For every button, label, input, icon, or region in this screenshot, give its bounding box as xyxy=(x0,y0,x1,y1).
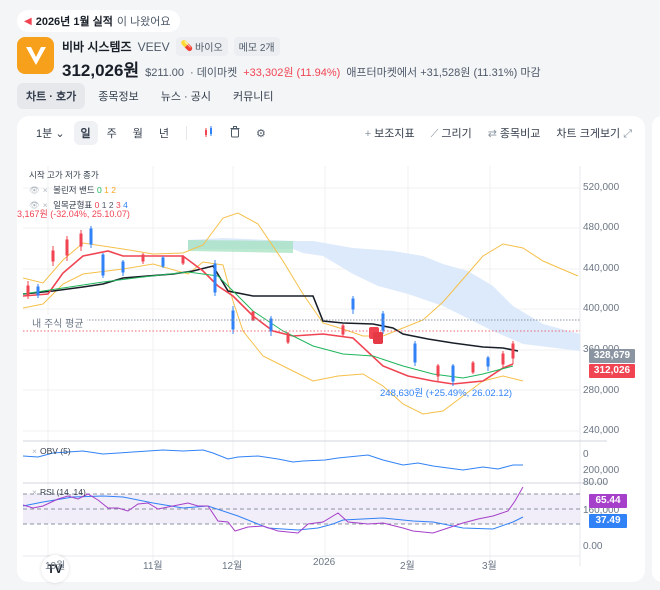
draw-button[interactable]: ⟋ 그리기 xyxy=(430,128,472,140)
y-tick: 240,000 xyxy=(583,425,620,436)
obv-y-tick: 0 xyxy=(583,449,589,460)
earnings-notice[interactable]: ◀ 2026년 1월 실적 이 나왔어요 xyxy=(17,10,180,32)
bollinger-legend: 👁 × 볼린저 밴드 0 1 2 xyxy=(29,185,116,195)
expand-chart-button[interactable]: 차트 크게보기 ⤢ xyxy=(556,128,632,140)
after-market-info: 애프터마켓에서 +31,528원 (11.31%) 마감 xyxy=(346,67,541,79)
divider xyxy=(186,126,188,140)
low-annotation: 248,630원 (+25.49%, 26.02.12) xyxy=(380,388,513,399)
y-tick: 160,000 xyxy=(583,505,620,516)
expand-icon: ⤢ xyxy=(623,128,632,140)
current-price-tag: 312,026 xyxy=(589,364,635,378)
close-icon[interactable]: × xyxy=(32,487,37,497)
x-tick: 12월 xyxy=(222,561,243,572)
trash-icon[interactable] xyxy=(223,122,247,145)
veeva-logo xyxy=(17,37,54,74)
period-month[interactable]: 월 xyxy=(132,128,143,140)
candle-type-icon[interactable] xyxy=(197,122,221,145)
side-panel xyxy=(652,116,660,582)
interval-dropdown[interactable]: 1분 ⌄ xyxy=(36,128,65,140)
x-tick: 10월 xyxy=(45,561,66,572)
y-tick: 480,000 xyxy=(583,222,620,233)
stock-name: 비바 시스템즈 xyxy=(62,40,132,54)
price-chart[interactable]: 시작 고가 저가 종가 👁 × 볼린저 밴드 0 1 2 👁 × 일목균형표 0 1… xyxy=(17,156,645,583)
period-year[interactable]: 년 xyxy=(158,128,170,140)
y-tick: 400,000 xyxy=(583,303,620,314)
stock-ticker: VEEV xyxy=(137,39,170,54)
chart-card: 1분 ⌄ 일 주 월 년 ⚙ + 보조지표 ⟋ 그리기 ⇄ 종목비교 차트 크게보기 ⤢ xyxy=(17,116,645,583)
tab-chart[interactable]: 차트 · 호가 xyxy=(17,83,86,109)
tradingview-logo[interactable]: TV xyxy=(41,555,69,583)
rsi-y-tick: 0.00 xyxy=(583,541,603,552)
current-price: 312,026원 xyxy=(62,61,140,80)
rsi-y-tick: 80.00 xyxy=(583,477,609,488)
x-tick: 2026 xyxy=(313,557,336,568)
close-icon[interactable]: × xyxy=(42,185,48,195)
plus-icon: + xyxy=(364,128,372,140)
tab-news[interactable]: 뉴스 · 공시 xyxy=(160,91,212,103)
x-tick: 3월 xyxy=(482,561,497,572)
sector-tag[interactable]: 💊 바이오 xyxy=(175,37,228,56)
tab-community[interactable]: 커뮤니티 xyxy=(233,91,274,103)
y-tick: 280,000 xyxy=(583,385,620,396)
y-tick: 520,000 xyxy=(583,182,620,193)
megaphone-icon: ◀ xyxy=(24,15,32,27)
period-day[interactable]: 일 xyxy=(73,121,98,145)
pill-icon: 💊 xyxy=(180,41,194,52)
usd-price: $211.00 xyxy=(145,67,185,79)
rsi-signal-tag: 37.49 xyxy=(589,514,627,528)
eye-icon[interactable]: 👁 xyxy=(29,185,40,195)
session-label: · 데이마켓 xyxy=(190,67,238,79)
obv-legend: × OBV (5) xyxy=(32,446,71,456)
rsi-value-tag: 65.44 xyxy=(589,494,627,508)
notice-text: 이 나왔어요 xyxy=(116,16,171,28)
x-tick: 2월 xyxy=(400,561,415,572)
tab-info[interactable]: 종목정보 xyxy=(98,91,139,103)
avg-price-tag: 328,679 xyxy=(589,349,635,363)
ichimoku-legend: 👁 × 일목균형표 0 1 2 3 4 xyxy=(29,200,128,210)
gear-icon[interactable]: ⚙ xyxy=(256,127,266,140)
chart-toolbar: 1분 ⌄ 일 주 월 년 ⚙ + 보조지표 ⟋ 그리기 ⇄ 종목비교 차트 크게보기 ⤢ xyxy=(17,116,645,150)
avg-line-label: 내 주식 평균 xyxy=(29,315,87,330)
close-icon[interactable]: × xyxy=(32,446,37,456)
y-tick: 200,000 xyxy=(583,465,620,476)
eye-icon[interactable]: 👁 xyxy=(29,200,40,210)
rsi-legend: × RSI (14, 14) xyxy=(32,487,86,497)
y-tick: 440,000 xyxy=(583,263,620,274)
stock-tabs: 차트 · 호가 종목정보 뉴스 · 공시 커뮤니티 xyxy=(17,83,283,109)
pencil-icon: ⟋ xyxy=(430,128,439,140)
close-icon[interactable]: × xyxy=(42,200,48,210)
period-week[interactable]: 주 xyxy=(106,128,117,140)
high-annotation: 3,167원 (-32.04%, 25.10.07) xyxy=(17,209,130,219)
memo-tag[interactable]: 메모 2개 xyxy=(233,37,280,56)
x-tick: 11월 xyxy=(143,561,163,572)
price-change: +33,302원 (11.94%) xyxy=(243,67,341,79)
chevron-down-icon: ⌄ xyxy=(55,128,65,140)
compare-button[interactable]: ⇄ 종목비교 xyxy=(487,128,541,140)
ohlc-header: 시작 고가 저가 종가 xyxy=(29,170,99,180)
compare-icon: ⇄ xyxy=(487,128,497,140)
add-indicator-button[interactable]: + 보조지표 xyxy=(364,128,415,140)
notice-bold: 2026년 1월 실적 xyxy=(35,16,113,28)
